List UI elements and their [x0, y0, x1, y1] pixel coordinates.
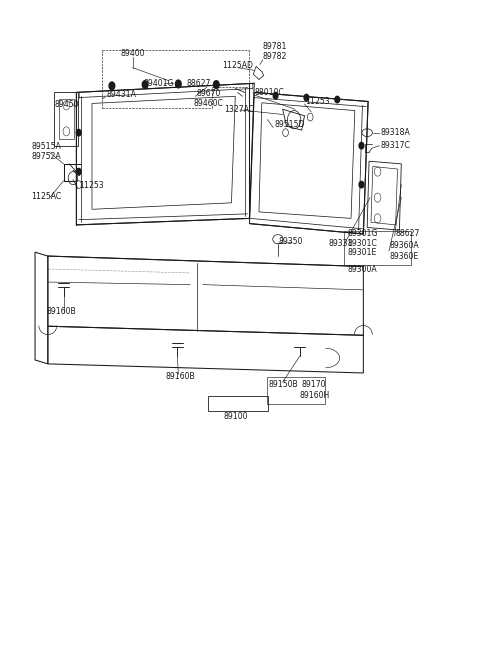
Text: 89318A: 89318A: [381, 128, 410, 137]
Text: 11253: 11253: [305, 97, 330, 106]
Circle shape: [109, 82, 115, 90]
Text: 89670: 89670: [196, 89, 221, 98]
Text: 11253: 11253: [79, 181, 103, 191]
Text: 89170: 89170: [301, 380, 326, 389]
Text: 89160B: 89160B: [166, 372, 196, 381]
Text: 1125AC: 1125AC: [31, 192, 61, 201]
Circle shape: [335, 96, 340, 103]
Circle shape: [142, 81, 148, 88]
Text: 89400: 89400: [120, 49, 145, 58]
Text: 89360E: 89360E: [390, 252, 419, 261]
Text: 89150B: 89150B: [268, 380, 298, 389]
Circle shape: [214, 81, 219, 88]
Text: 89431A: 89431A: [106, 90, 136, 100]
Text: 89301C: 89301C: [347, 238, 377, 248]
Text: 89360A: 89360A: [390, 241, 420, 250]
Circle shape: [76, 168, 81, 175]
Text: 89331: 89331: [328, 238, 353, 248]
Text: 89515D: 89515D: [274, 121, 305, 130]
Text: 89401G: 89401G: [143, 79, 174, 88]
Text: 89301E: 89301E: [347, 248, 377, 257]
Text: 88010C: 88010C: [254, 88, 284, 97]
Circle shape: [359, 181, 364, 188]
Circle shape: [304, 94, 309, 101]
Text: 89317C: 89317C: [381, 141, 410, 150]
Circle shape: [359, 142, 364, 149]
Circle shape: [273, 92, 278, 99]
Text: 89300A: 89300A: [347, 265, 377, 274]
Text: 88627: 88627: [396, 229, 420, 238]
Text: 88627: 88627: [187, 79, 211, 88]
Circle shape: [76, 130, 81, 136]
Text: 89160H: 89160H: [300, 390, 330, 400]
Text: 89781: 89781: [263, 43, 287, 52]
Text: 89100: 89100: [224, 412, 249, 421]
Text: 89450: 89450: [55, 100, 80, 109]
Text: 89460C: 89460C: [193, 99, 223, 108]
Text: 1327AC: 1327AC: [224, 105, 254, 114]
Circle shape: [176, 80, 181, 88]
Text: 89301G: 89301G: [347, 229, 378, 238]
Text: 1125AD: 1125AD: [222, 61, 253, 69]
Text: 89782: 89782: [263, 52, 287, 60]
Text: 89350: 89350: [279, 237, 303, 246]
Text: 89752A: 89752A: [31, 152, 61, 161]
Text: 89160B: 89160B: [47, 307, 76, 316]
Text: 89515A: 89515A: [31, 142, 61, 151]
